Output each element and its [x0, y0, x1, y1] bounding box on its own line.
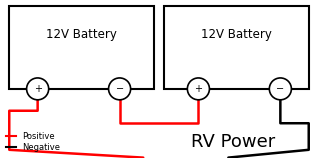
Text: 12V Battery: 12V Battery [46, 28, 117, 41]
Text: RV Power: RV Power [190, 133, 275, 151]
Bar [164, 6, 309, 89]
Ellipse shape [27, 78, 49, 100]
Text: +: + [34, 84, 42, 94]
Ellipse shape [187, 78, 210, 100]
Ellipse shape [269, 78, 291, 100]
Text: 12V Battery: 12V Battery [201, 28, 272, 41]
Bar [9, 6, 154, 89]
Ellipse shape [108, 78, 131, 100]
Text: +: + [194, 84, 202, 94]
Text: −: − [115, 84, 124, 94]
Legend: Positive, Negative: Positive, Negative [5, 132, 60, 152]
Text: −: − [276, 84, 284, 94]
